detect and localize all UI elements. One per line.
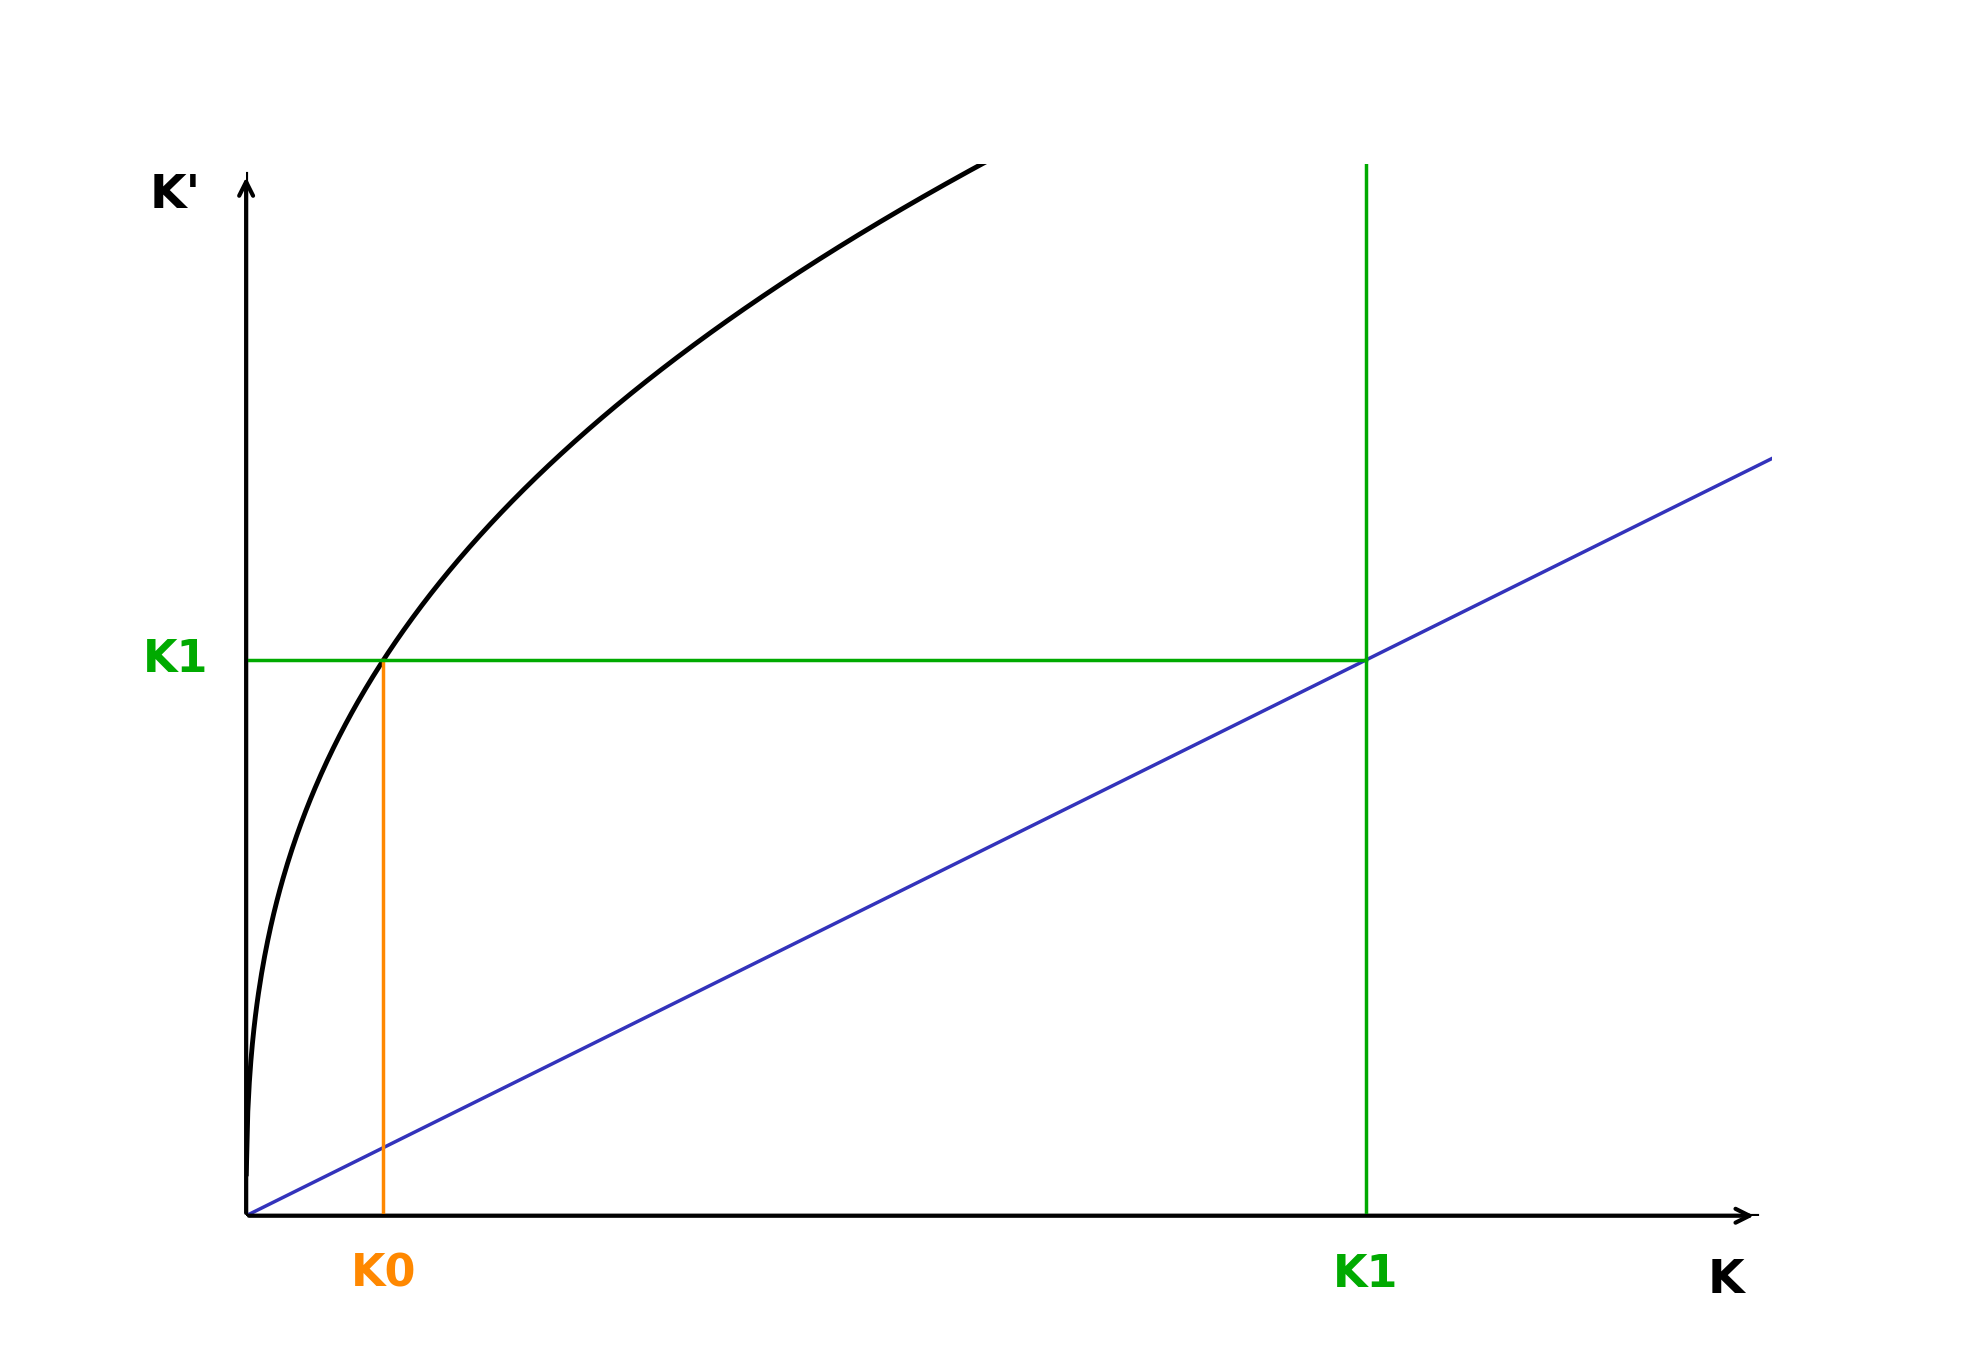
Text: K2: K2 bbox=[142, 0, 209, 4]
Text: K1: K1 bbox=[142, 638, 209, 682]
Text: K1: K1 bbox=[1333, 1253, 1398, 1295]
Text: K: K bbox=[1707, 1258, 1745, 1303]
Text: K0: K0 bbox=[350, 1253, 415, 1295]
Text: K': K' bbox=[150, 173, 201, 219]
